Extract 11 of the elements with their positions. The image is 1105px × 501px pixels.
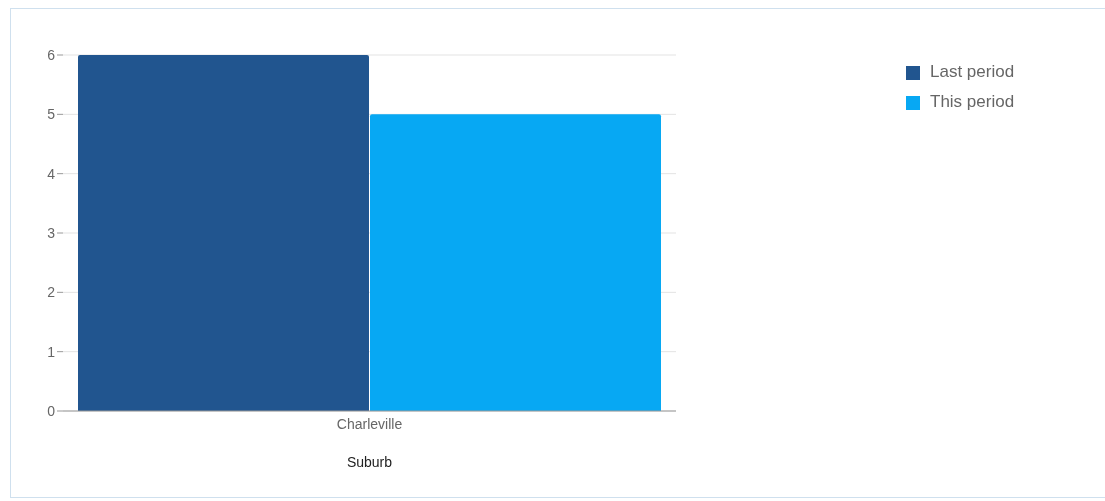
y-tick-label: 5 <box>47 106 56 123</box>
y-tick-label: 6 <box>47 46 56 63</box>
y-tick-label: 3 <box>47 224 56 241</box>
x-axis-title: Suburb <box>346 454 393 470</box>
legend-label: This period <box>930 92 1015 111</box>
x-tick-label: Charleville <box>336 415 403 432</box>
y-tick-label: 0 <box>47 402 56 419</box>
y-tick-label: 2 <box>47 284 56 301</box>
legend-label: Last period <box>930 62 1015 81</box>
y-tick-label: 1 <box>47 343 56 360</box>
y-tick-label: 4 <box>47 165 56 182</box>
